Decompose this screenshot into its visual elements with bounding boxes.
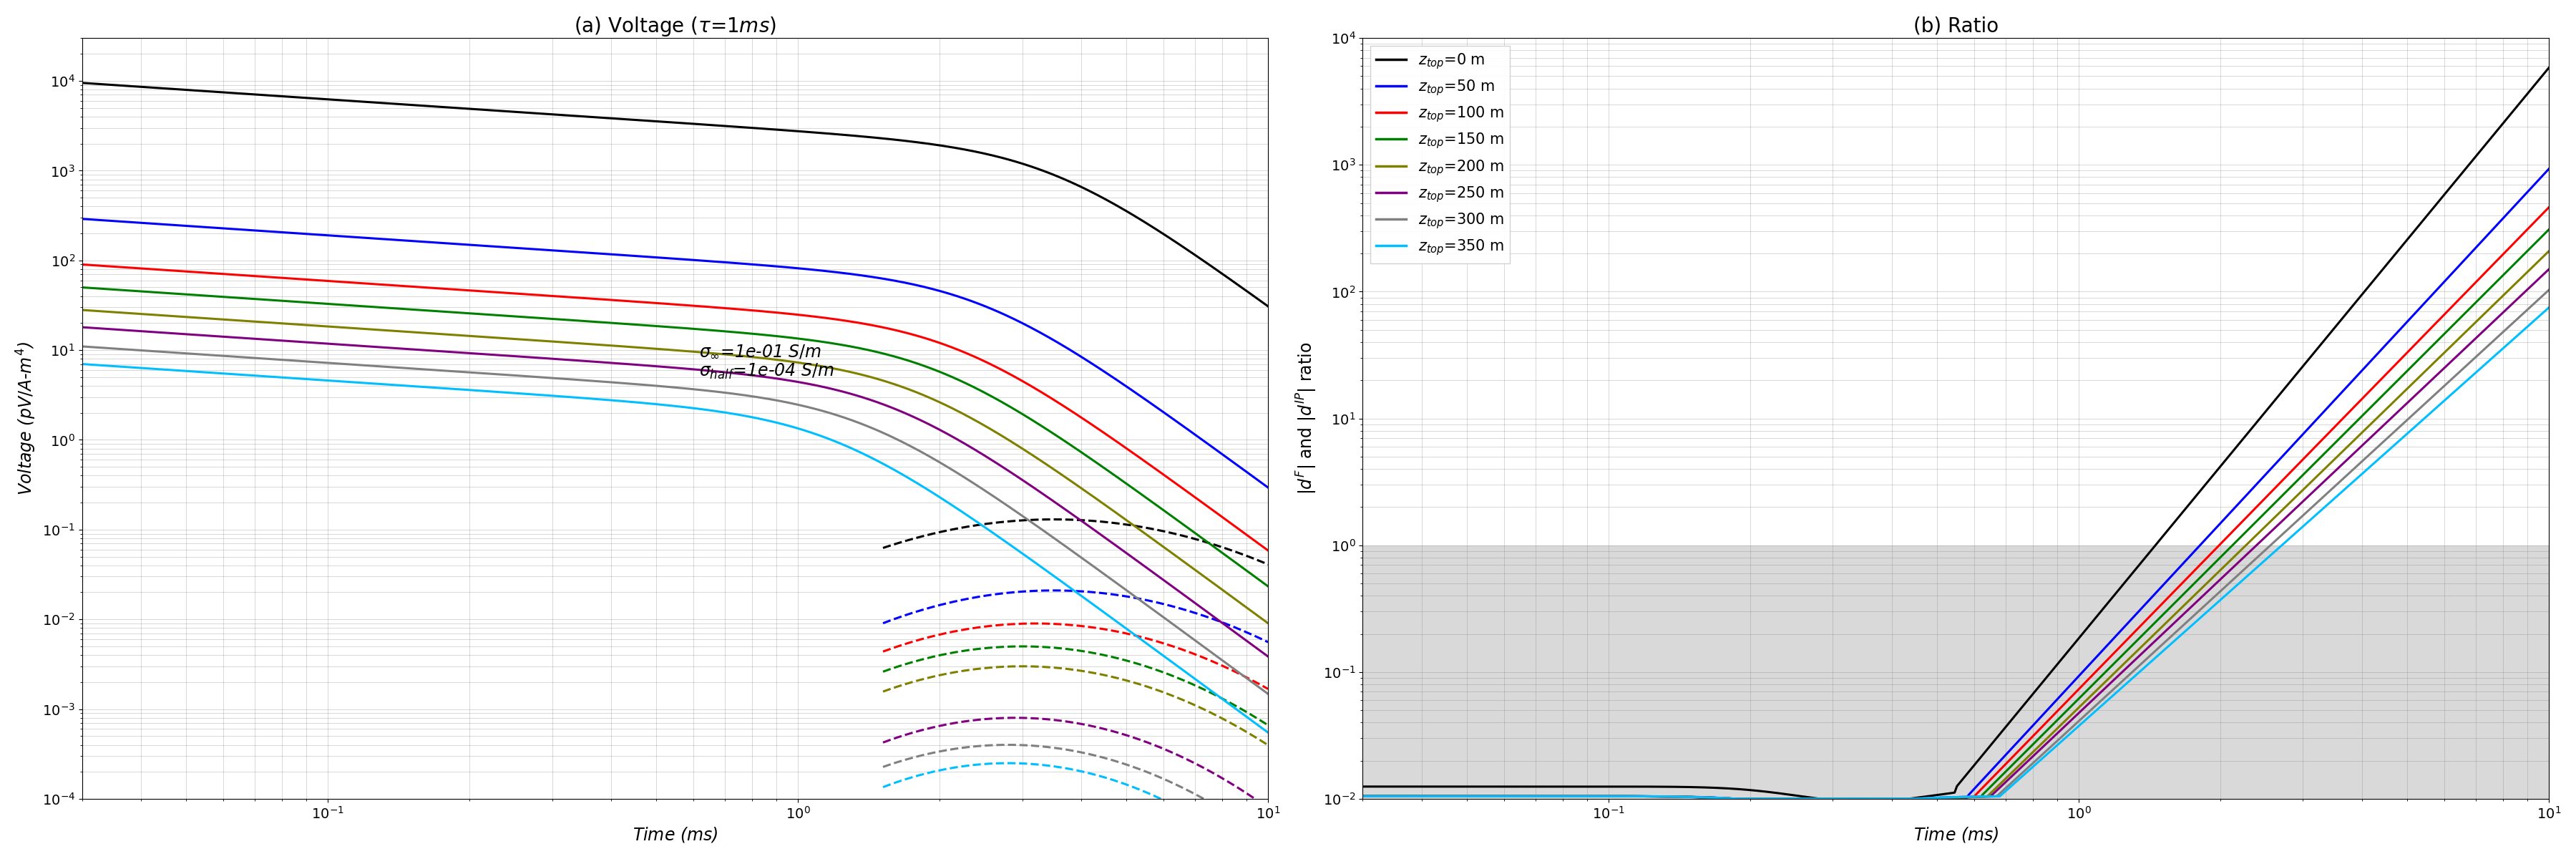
Title: (b) Ratio: (b) Ratio: [1914, 16, 1999, 36]
Y-axis label: $|d^F|$ and $|d^{IP}|$ ratio: $|d^F|$ and $|d^{IP}|$ ratio: [1296, 342, 1319, 495]
Y-axis label: Voltage ($pV/A$-$m^4$): Voltage ($pV/A$-$m^4$): [15, 341, 39, 496]
X-axis label: Time ($ms$): Time ($ms$): [1914, 825, 1999, 844]
Text: $\sigma_\infty$=1e-01 $S/m$
$\sigma_{half}$=1e-04 $S/m$: $\sigma_\infty$=1e-01 $S/m$ $\sigma_{hal…: [698, 343, 835, 381]
X-axis label: Time ($ms$): Time ($ms$): [631, 825, 719, 844]
Bar: [1363, 545, 2548, 799]
Title: (a) Voltage ($\tau$=1$ms$): (a) Voltage ($\tau$=1$ms$): [574, 15, 775, 38]
Legend: $z_{top}$=0 m, $z_{top}$=50 m, $z_{top}$=100 m, $z_{top}$=150 m, $z_{top}$=200 m: $z_{top}$=0 m, $z_{top}$=50 m, $z_{top}$…: [1370, 46, 1510, 263]
